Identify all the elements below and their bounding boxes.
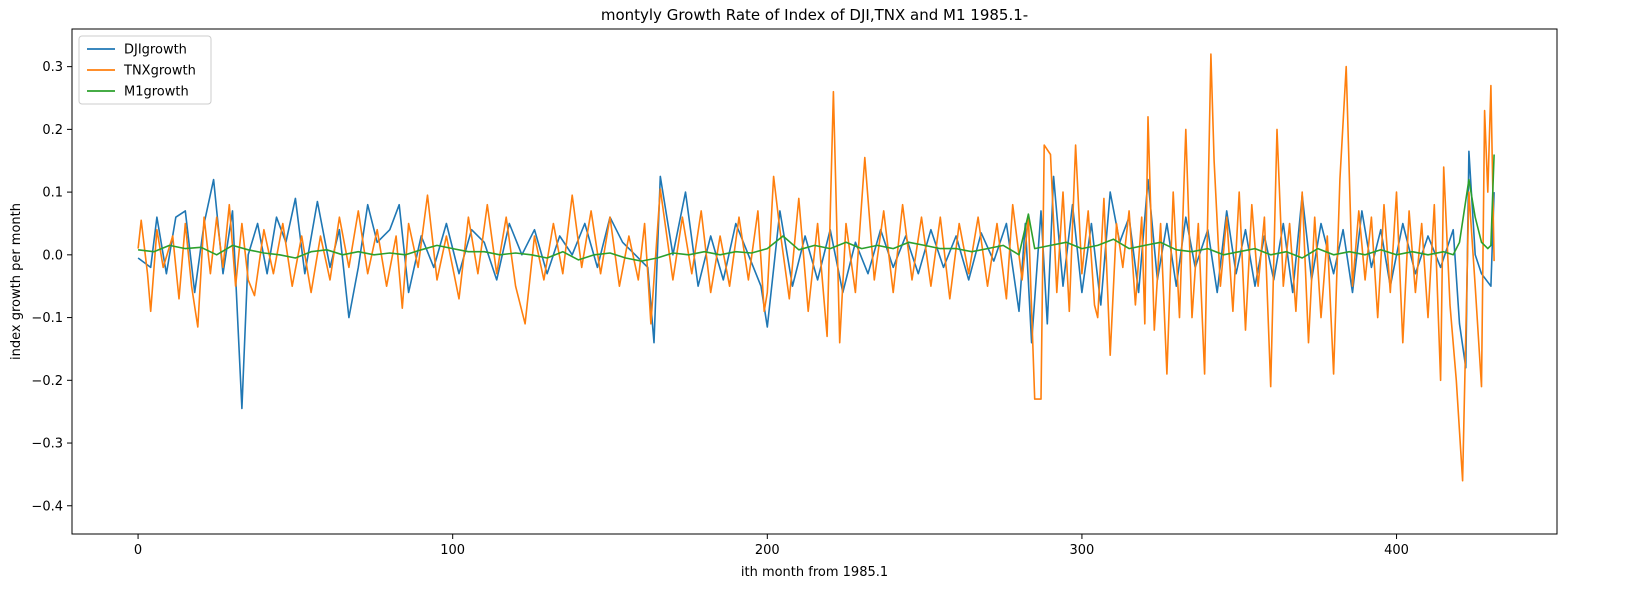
x-axis-title: ith month from 1985.1 — [741, 565, 888, 580]
x-tick-label: 300 — [1070, 543, 1095, 558]
x-tick-label: 0 — [134, 543, 142, 558]
series-line-m1growth — [138, 154, 1495, 262]
x-tick-label: 100 — [440, 543, 465, 558]
legend-box — [78, 35, 212, 105]
y-axis: −0.4 −0.3 −0.2 −0.1 0.0 0.1 0.2 0.3 — [31, 60, 72, 514]
chart-title: montyly Growth Rate of Index of DJI,TNX … — [601, 6, 1028, 24]
legend: DJIgrowth TNXgrowth M1growth — [78, 35, 212, 105]
y-tick-label: −0.3 — [31, 437, 63, 452]
y-tick-label: 0.2 — [42, 123, 63, 138]
y-tick-label: 0.3 — [42, 60, 63, 75]
series-layer — [137, 53, 1495, 482]
legend-label-djigrowth: DJIgrowth — [124, 43, 187, 58]
legend-label-tnxgrowth: TNXgrowth — [123, 64, 196, 79]
y-tick-label: −0.4 — [31, 499, 63, 514]
x-tick-label: 400 — [1384, 543, 1409, 558]
series-line-djigrowth — [137, 150, 1495, 410]
x-tick-label: 200 — [755, 543, 780, 558]
plot-frame — [71, 28, 1558, 535]
y-tick-label: 0.0 — [42, 248, 63, 263]
legend-label-m1growth: M1growth — [124, 85, 189, 100]
y-axis-title: index growth per month — [9, 203, 24, 360]
y-tick-label: −0.2 — [31, 374, 63, 389]
y-tick-label: 0.1 — [42, 186, 63, 201]
y-tick-label: −0.1 — [31, 311, 63, 326]
x-axis: 0 100 200 300 400 — [134, 534, 1409, 558]
